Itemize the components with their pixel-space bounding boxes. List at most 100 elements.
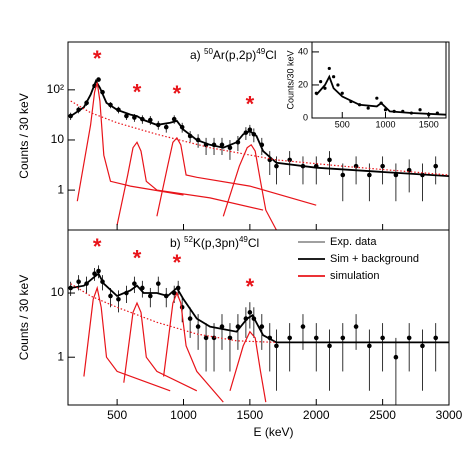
peak-marker: * bbox=[93, 234, 102, 259]
data-point bbox=[353, 324, 359, 329]
data-point bbox=[148, 293, 153, 299]
data-point bbox=[274, 343, 279, 349]
title-part: 49 bbox=[256, 47, 265, 56]
x-tick-label: 1500 bbox=[237, 408, 264, 422]
x-tick-label: 1500 bbox=[419, 119, 439, 129]
background-curve bbox=[70, 283, 277, 343]
title-part: 49 bbox=[239, 235, 248, 244]
x-tick-label: 2500 bbox=[369, 408, 396, 422]
data-point bbox=[393, 172, 399, 178]
x-tick-label: 2000 bbox=[303, 408, 330, 422]
data-point bbox=[171, 116, 177, 122]
x-tick-label: 1000 bbox=[375, 119, 395, 129]
y-tick-label: 1 bbox=[57, 182, 64, 196]
data-point bbox=[327, 343, 332, 349]
data-point bbox=[380, 335, 385, 341]
title-part: Cl bbox=[265, 48, 276, 62]
data-point bbox=[340, 91, 344, 95]
y-tick-label: 10² bbox=[47, 82, 64, 96]
y-tick-label: 10 bbox=[51, 285, 65, 299]
data-point bbox=[313, 335, 319, 341]
data-point bbox=[380, 163, 385, 169]
data-point bbox=[203, 335, 209, 341]
data-point bbox=[327, 66, 331, 71]
data-point bbox=[332, 75, 336, 79]
curve bbox=[83, 285, 171, 392]
data-point bbox=[163, 124, 169, 130]
data-point bbox=[323, 86, 327, 90]
data-point bbox=[219, 324, 225, 329]
data-point bbox=[132, 281, 137, 286]
peak-marker: * bbox=[173, 250, 182, 275]
data-point bbox=[96, 77, 101, 82]
data-point bbox=[219, 142, 225, 148]
plot-frame bbox=[311, 41, 447, 119]
data-point bbox=[418, 108, 422, 112]
peak-marker: * bbox=[133, 245, 142, 270]
curve bbox=[70, 272, 449, 344]
curve bbox=[123, 301, 198, 392]
y-axis-label: Counts/30 keV bbox=[285, 50, 295, 109]
data-point bbox=[420, 343, 425, 349]
peak-marker: * bbox=[246, 92, 255, 117]
data-point bbox=[76, 279, 81, 285]
plot-area bbox=[312, 42, 446, 118]
plot-frame bbox=[67, 229, 450, 406]
data-point bbox=[247, 310, 253, 315]
curve bbox=[116, 141, 264, 226]
data-point bbox=[367, 343, 372, 349]
x-tick-label: 500 bbox=[335, 119, 350, 129]
legend-label: Sim + background bbox=[330, 253, 419, 265]
data-point bbox=[274, 163, 279, 169]
title-part: K(p,3pn) bbox=[193, 236, 239, 250]
data-point bbox=[227, 145, 233, 151]
data-point bbox=[287, 335, 292, 341]
data-point bbox=[433, 163, 439, 169]
peak-marker: * bbox=[93, 46, 102, 71]
data-point bbox=[300, 324, 306, 329]
y-axis-label: Counts / 30 keV bbox=[17, 275, 31, 360]
y-tick-label: 20 bbox=[298, 79, 308, 89]
title-part: Ar(p,2p) bbox=[213, 48, 256, 62]
x-tick-label: 500 bbox=[107, 408, 127, 422]
data-point bbox=[287, 157, 292, 163]
curve bbox=[76, 82, 184, 202]
data-point bbox=[375, 96, 379, 100]
data-point bbox=[319, 80, 323, 84]
y-tick-label: 10 bbox=[51, 132, 65, 146]
data-point bbox=[340, 335, 346, 341]
title-part: a) bbox=[190, 48, 204, 62]
title-part: 50 bbox=[204, 47, 213, 56]
peak-marker: * bbox=[173, 81, 182, 106]
data-point bbox=[211, 335, 217, 341]
title-part: 52 bbox=[184, 235, 193, 244]
data-point bbox=[433, 335, 439, 341]
data-point bbox=[96, 268, 101, 274]
data-point bbox=[124, 113, 129, 119]
x-tick-label: 1000 bbox=[170, 408, 197, 422]
data-point bbox=[367, 172, 372, 178]
plot-area bbox=[68, 230, 449, 405]
panel-title: a) 50Ar(p,2p)49Cl bbox=[190, 47, 277, 63]
data-point bbox=[259, 324, 265, 329]
data-point bbox=[336, 83, 340, 87]
x-axis-label: E (keV) bbox=[253, 425, 293, 439]
curve bbox=[315, 74, 446, 116]
y-axis-label: Counts / 30 keV bbox=[17, 93, 31, 178]
y-tick-label: 1 bbox=[57, 349, 64, 363]
data-point bbox=[187, 316, 193, 321]
data-point bbox=[393, 354, 399, 360]
y-tick-label: 40 bbox=[298, 46, 308, 56]
curve bbox=[163, 291, 224, 403]
title-part: b) bbox=[170, 236, 184, 250]
data-point bbox=[155, 281, 161, 286]
data-point bbox=[116, 296, 121, 302]
panel-title: b) 52K(p,3pn)49Cl bbox=[170, 235, 259, 251]
plot-clip bbox=[68, 77, 449, 230]
peak-marker: * bbox=[133, 79, 142, 104]
y-tick-label: 0 bbox=[303, 112, 308, 122]
x-tick-label: 3000 bbox=[436, 408, 463, 422]
plot-clip bbox=[68, 265, 449, 405]
legend-label: Exp. data bbox=[330, 236, 377, 248]
